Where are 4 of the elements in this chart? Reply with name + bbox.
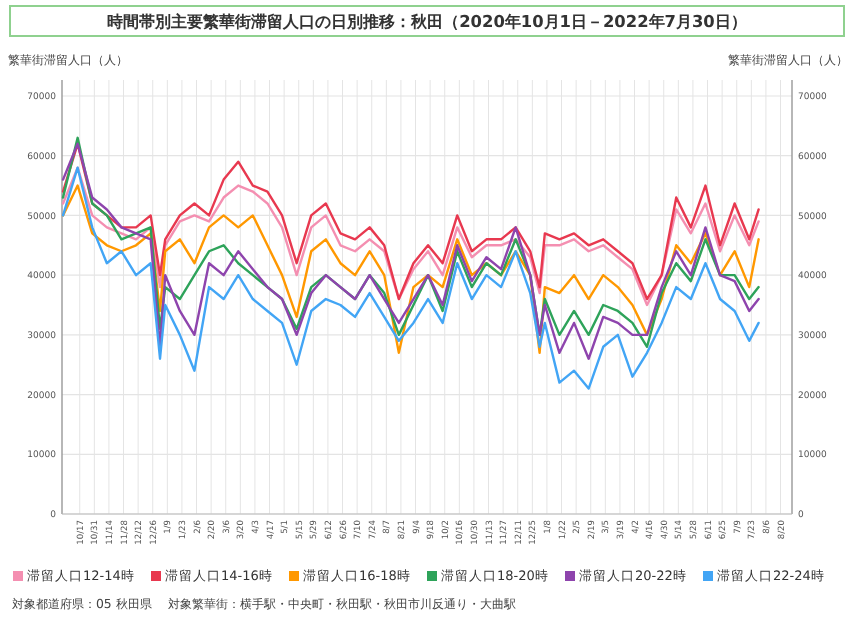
line-series (61, 184, 760, 354)
line-series (61, 166, 760, 307)
chart-title: 時間帯別主要繁華街滞留人口の日別推移：秋田（2020年10月1日－2022年7月30日） (107, 11, 747, 31)
line-series (61, 166, 760, 390)
